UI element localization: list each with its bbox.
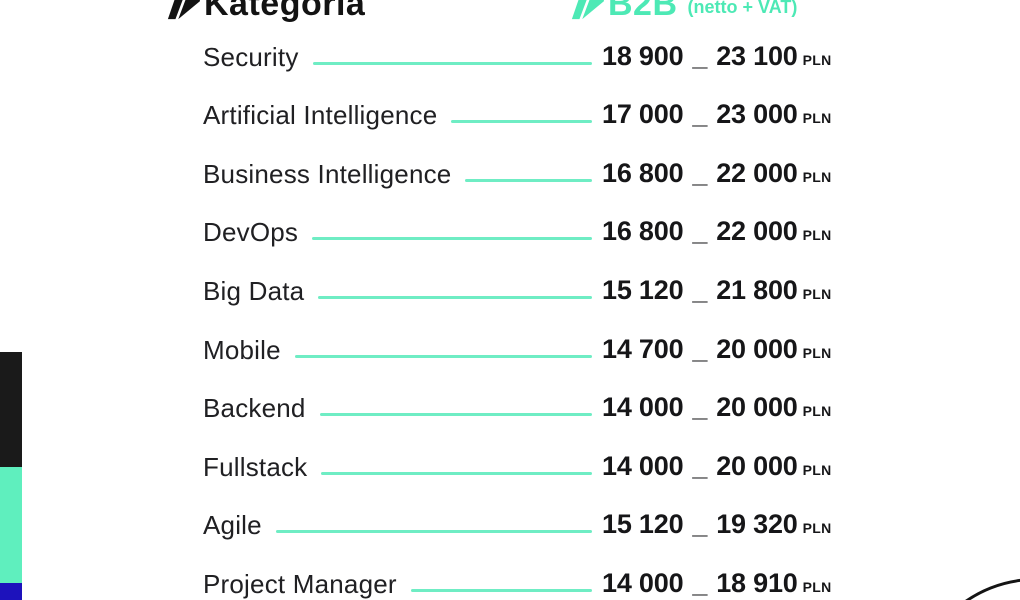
salary-min: 14 000 [602,567,684,598]
currency-label: PLN [802,403,832,420]
salary-max: 20 000 [716,450,798,481]
salary-max: 22 000 [716,157,798,188]
edge-strip-teal [0,467,22,583]
category-label: Business Intelligence [203,158,452,189]
range-separator: _ [692,392,708,423]
range-separator: _ [692,40,708,71]
category-column-header: Kategoria [166,0,365,25]
salary-max: 22 000 [716,216,798,247]
salary-column-header: B2B (netto + VAT) [570,0,797,25]
table-row: Security 18 900 _ 23 100 PLN [203,26,860,85]
range-separator: _ [692,509,708,540]
leader-line [312,61,592,65]
range-separator: _ [692,157,708,188]
category-header-label: Kategoria [204,0,366,23]
table-row: Project Manager 14 000 _ 18 910 PLN [203,553,860,600]
salary-max: 18 910 [716,567,798,598]
range-separator: _ [692,333,708,364]
currency-label: PLN [802,344,832,361]
salary-header-label: B2B [608,0,678,23]
table-row: DevOps 16 800 _ 22 000 PLN [203,202,860,261]
range-separator: _ [692,99,708,130]
currency-label: PLN [802,520,832,537]
leader-line [465,178,592,182]
salary-min: 16 800 [602,216,684,247]
arrow-bolt-icon [167,0,200,20]
currency-label: PLN [802,461,832,478]
leader-line [318,295,592,299]
salary-range: 14 000 _ 20 000 PLN [602,450,860,481]
currency-label: PLN [802,285,832,302]
salary-min: 14 000 [602,392,684,423]
salary-header-sublabel: (netto + VAT) [687,0,798,17]
table-row: Business Intelligence 16 800 _ 22 000 PLN [203,143,860,202]
salary-range: 15 120 _ 19 320 PLN [602,511,860,538]
leader-line [275,530,592,534]
salary-range: 18 900 _ 23 100 PLN [602,40,860,71]
salary-min: 15 120 [602,274,684,305]
salary-range: 16 800 _ 22 000 PLN [602,218,860,245]
leader-line [319,413,592,417]
leader-line [410,588,592,592]
table-row: Mobile 14 700 _ 20 000 PLN [203,319,860,378]
edge-strip-blue [0,583,22,600]
salary-max: 23 100 [716,40,798,71]
category-label: Project Manager [203,568,397,599]
category-label: Artificial Intelligence [203,100,438,131]
salary-range: 15 120 _ 21 800 PLN [602,274,860,305]
table-row: Fullstack 14 000 _ 20 000 PLN [203,436,860,495]
salary-max: 20 000 [716,392,798,423]
salary-min: 15 120 [602,509,684,540]
salary-max: 20 000 [716,333,798,364]
currency-label: PLN [802,110,832,127]
salary-range: 17 000 _ 23 000 PLN [602,101,860,128]
leader-line [451,120,592,124]
category-label: Mobile [203,334,281,365]
salary-max: 19 320 [716,509,798,540]
range-separator: _ [692,567,708,598]
salary-min: 14 000 [602,450,684,481]
salary-min: 14 700 [602,333,684,364]
leader-line [312,237,592,241]
decorative-circle-arc [913,578,1020,600]
currency-label: PLN [802,578,832,595]
category-label: Big Data [203,275,305,306]
currency-label: PLN [802,51,832,68]
salary-min: 18 900 [602,40,684,71]
category-label: Backend [203,393,306,424]
range-separator: _ [692,274,708,305]
range-separator: _ [692,450,708,481]
leader-line [294,354,592,358]
range-separator: _ [692,216,708,247]
salary-rows: Security 18 900 _ 23 100 PLN Artificial Int… [203,26,860,600]
category-label: Agile [203,510,262,541]
salary-max: 23 000 [716,99,798,130]
salary-range: 14 000 _ 20 000 PLN [602,394,860,421]
salary-max: 21 800 [716,274,798,305]
salary-range: 14 000 _ 18 910 PLN [602,567,860,598]
table-row: Agile 15 120 _ 19 320 PLN [203,495,860,554]
currency-label: PLN [802,227,832,244]
arrow-bolt-icon [571,0,604,20]
salary-min: 16 800 [602,157,684,188]
table-row: Artificial Intelligence 17 000 _ 23 000 PLN [203,85,860,144]
salary-range: 14 700 _ 20 000 PLN [602,333,860,364]
category-label: Fullstack [203,451,308,482]
category-label: DevOps [203,217,299,248]
table-row: Backend 14 000 _ 20 000 PLN [203,378,860,437]
category-label: Security [203,41,299,72]
currency-label: PLN [802,168,832,185]
table-row: Big Data 15 120 _ 21 800 PLN [203,260,860,319]
leader-line [321,471,592,475]
salary-min: 17 000 [602,99,684,130]
salary-range: 16 800 _ 22 000 PLN [602,157,860,188]
edge-strip-black [0,352,22,467]
